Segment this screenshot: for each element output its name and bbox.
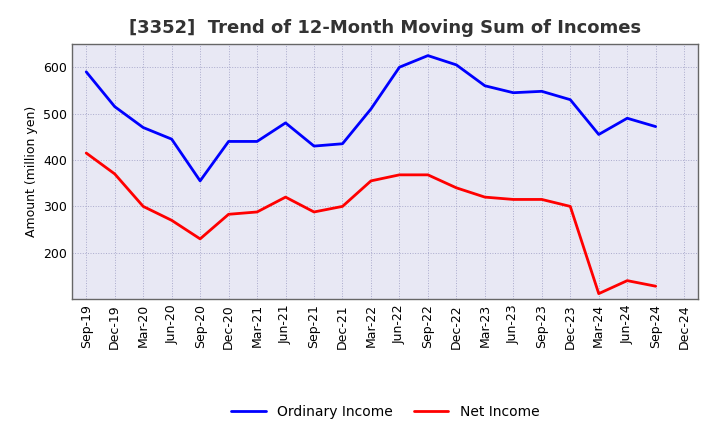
Ordinary Income <box>595 132 603 137</box>
Net Income <box>196 236 204 242</box>
Ordinary Income <box>110 104 119 109</box>
Ordinary Income <box>225 139 233 144</box>
Net Income <box>167 218 176 223</box>
Ordinary Income <box>452 62 461 67</box>
Ordinary Income <box>310 143 318 149</box>
Net Income <box>395 172 404 177</box>
Ordinary Income <box>82 69 91 74</box>
Net Income <box>82 150 91 156</box>
Ordinary Income <box>167 136 176 142</box>
Title: [3352]  Trend of 12-Month Moving Sum of Incomes: [3352] Trend of 12-Month Moving Sum of I… <box>129 19 642 37</box>
Net Income <box>566 204 575 209</box>
Ordinary Income <box>196 178 204 183</box>
Net Income <box>366 178 375 183</box>
Net Income <box>480 194 489 200</box>
Ordinary Income <box>395 65 404 70</box>
Net Income <box>110 171 119 176</box>
Net Income <box>595 291 603 296</box>
Ordinary Income <box>139 125 148 130</box>
Ordinary Income <box>366 106 375 112</box>
Net Income <box>509 197 518 202</box>
Net Income <box>310 209 318 215</box>
Net Income <box>623 278 631 283</box>
Ordinary Income <box>566 97 575 103</box>
Line: Ordinary Income: Ordinary Income <box>86 55 656 181</box>
Line: Net Income: Net Income <box>86 153 656 293</box>
Ordinary Income <box>338 141 347 147</box>
Ordinary Income <box>623 116 631 121</box>
Ordinary Income <box>423 53 432 58</box>
Ordinary Income <box>509 90 518 95</box>
Net Income <box>253 209 261 215</box>
Net Income <box>423 172 432 177</box>
Ordinary Income <box>537 89 546 94</box>
Net Income <box>225 212 233 217</box>
Legend: Ordinary Income, Net Income: Ordinary Income, Net Income <box>225 400 545 425</box>
Y-axis label: Amount (million yen): Amount (million yen) <box>24 106 37 237</box>
Net Income <box>282 194 290 200</box>
Net Income <box>537 197 546 202</box>
Ordinary Income <box>253 139 261 144</box>
Net Income <box>338 204 347 209</box>
Ordinary Income <box>282 120 290 125</box>
Net Income <box>652 283 660 289</box>
Ordinary Income <box>652 124 660 129</box>
Net Income <box>452 185 461 191</box>
Ordinary Income <box>480 83 489 88</box>
Net Income <box>139 204 148 209</box>
